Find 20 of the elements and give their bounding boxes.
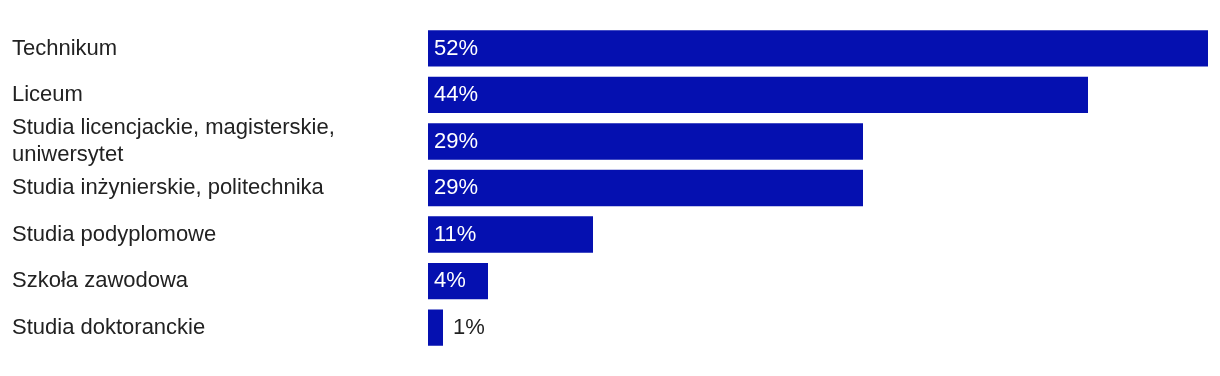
bar xyxy=(428,309,443,346)
bar xyxy=(428,76,1088,114)
data-label: 4% xyxy=(434,267,466,293)
data-label: 11% xyxy=(434,220,477,246)
data-label: 52% xyxy=(434,34,479,60)
y-tick-label: Studia doktoranckie xyxy=(12,313,206,339)
data-label: 1% xyxy=(453,313,485,339)
y-tick-label: Studia inżynierskie, politechnika xyxy=(12,174,325,200)
y-tick-label: Szkoła zawodowa xyxy=(12,267,189,293)
data-label: 29% xyxy=(434,127,479,153)
data-label: 44% xyxy=(434,81,479,107)
y-tick-label: Technikum xyxy=(12,34,118,60)
bar xyxy=(428,169,863,207)
y-tick-label: Studia licencjackie, magisterskie, uniwersytet xyxy=(12,114,335,166)
bar xyxy=(428,123,863,160)
y-tick-label: Studia podyplomowe xyxy=(12,220,217,246)
y-tick-label: Liceum xyxy=(12,81,83,107)
bar xyxy=(428,216,593,253)
data-label: 29% xyxy=(434,174,479,200)
bar xyxy=(428,30,1208,67)
